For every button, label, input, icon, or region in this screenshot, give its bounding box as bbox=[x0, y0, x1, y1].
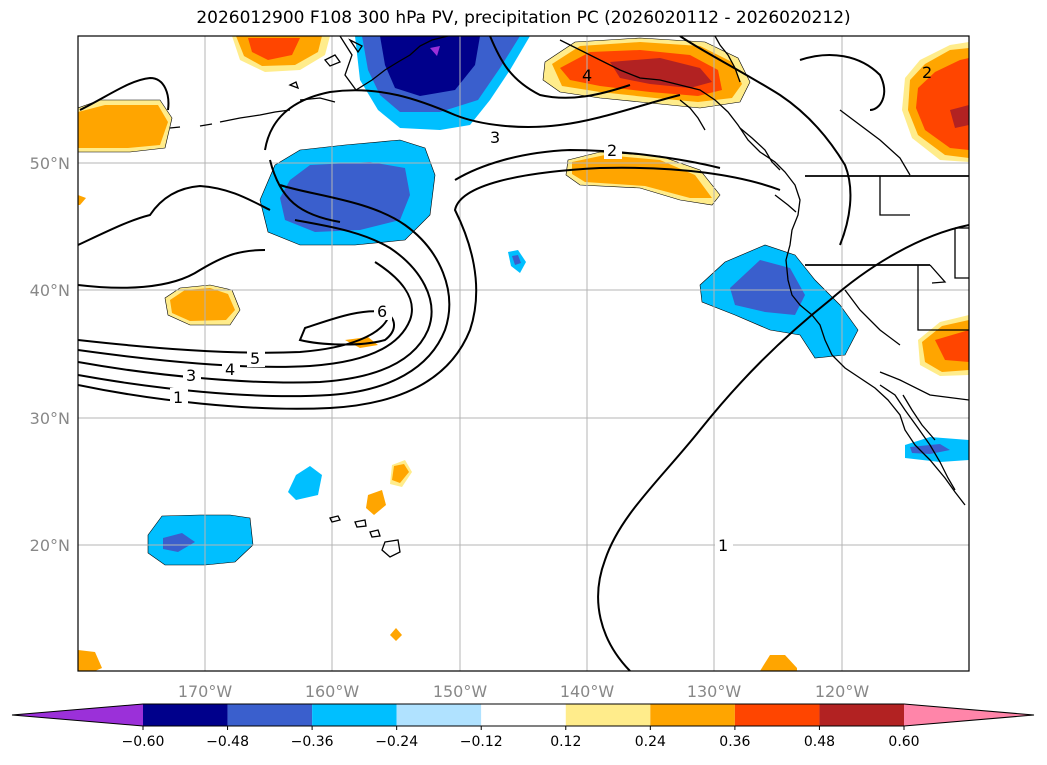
lat-axis: 50°N 40°N 30°N 20°N bbox=[30, 154, 70, 555]
colorbar-tick-label: −0.36 bbox=[291, 734, 334, 750]
colorbar-swatch bbox=[227, 704, 313, 726]
colorbar-tick-label: 0.24 bbox=[635, 734, 666, 750]
colorbar-extend-high bbox=[904, 704, 1034, 726]
contour-labels: 1 3 4 5 6 3 2 4 2 1 bbox=[170, 63, 932, 555]
contour-label: 3 bbox=[490, 128, 500, 147]
colorbar-swatch bbox=[650, 704, 735, 726]
lat-label: 40°N bbox=[30, 281, 70, 300]
lon-label: 160°W bbox=[305, 682, 360, 701]
colorbar-tick-label: 0.60 bbox=[888, 734, 919, 750]
contour-label: 2 bbox=[607, 141, 617, 160]
colorbar-tick-label: −0.12 bbox=[460, 734, 503, 750]
colorbar-swatch bbox=[312, 704, 397, 726]
colorbar-swatch bbox=[481, 704, 566, 726]
contour-label: 6 bbox=[377, 302, 387, 321]
lon-label: 140°W bbox=[560, 682, 615, 701]
colorbar-tick-label: −0.60 bbox=[122, 734, 165, 750]
lon-label: 130°W bbox=[687, 682, 742, 701]
graticule bbox=[78, 36, 969, 671]
colorbar-tick-label: 0.36 bbox=[719, 734, 750, 750]
lon-label: 120°W bbox=[815, 682, 870, 701]
contour-label: 1 bbox=[173, 388, 183, 407]
contour-label: 2 bbox=[922, 63, 932, 82]
lon-label: 150°W bbox=[433, 682, 488, 701]
colorbar-tick-label: 0.48 bbox=[804, 734, 835, 750]
map-title: 2026012900 F108 300 hPa PV, precipitatio… bbox=[196, 8, 851, 28]
coastlines bbox=[169, 36, 969, 558]
map-frame bbox=[77, 35, 970, 672]
contour-label: 4 bbox=[225, 360, 235, 379]
lat-label: 50°N bbox=[30, 154, 70, 173]
colorbar-swatch bbox=[565, 704, 651, 726]
colorbar-swatch bbox=[819, 704, 904, 726]
lon-label: 170°W bbox=[178, 682, 233, 701]
neg-anomaly-southwest bbox=[148, 515, 253, 565]
colorbar-extend-low bbox=[12, 704, 143, 726]
colorbar-swatch bbox=[734, 704, 820, 726]
lat-label: 30°N bbox=[30, 409, 70, 428]
colorbar-tick-label: −0.48 bbox=[206, 734, 249, 750]
contour-label: 4 bbox=[582, 66, 592, 85]
lat-label: 20°N bbox=[30, 536, 70, 555]
colorbar-tick-label: 0.12 bbox=[550, 734, 581, 750]
lon-axis: 170°W 160°W 150°W 140°W 130°W 120°W bbox=[178, 682, 870, 701]
colorbar-swatch bbox=[143, 704, 228, 726]
map-panel: 1 3 4 5 6 3 2 4 2 1 bbox=[78, 36, 969, 671]
colorbar-swatch bbox=[396, 704, 482, 726]
contour-label: 3 bbox=[186, 366, 196, 385]
contour-label: 5 bbox=[250, 349, 260, 368]
contour-label: 1 bbox=[718, 536, 728, 555]
pv-contours bbox=[78, 36, 969, 671]
colorbar-tick-label: −0.24 bbox=[375, 734, 418, 750]
colorbar: −0.60 −0.48 −0.36 −0.24 −0.12 0.12 0.24 0.36 0.4… bbox=[11, 703, 1035, 750]
